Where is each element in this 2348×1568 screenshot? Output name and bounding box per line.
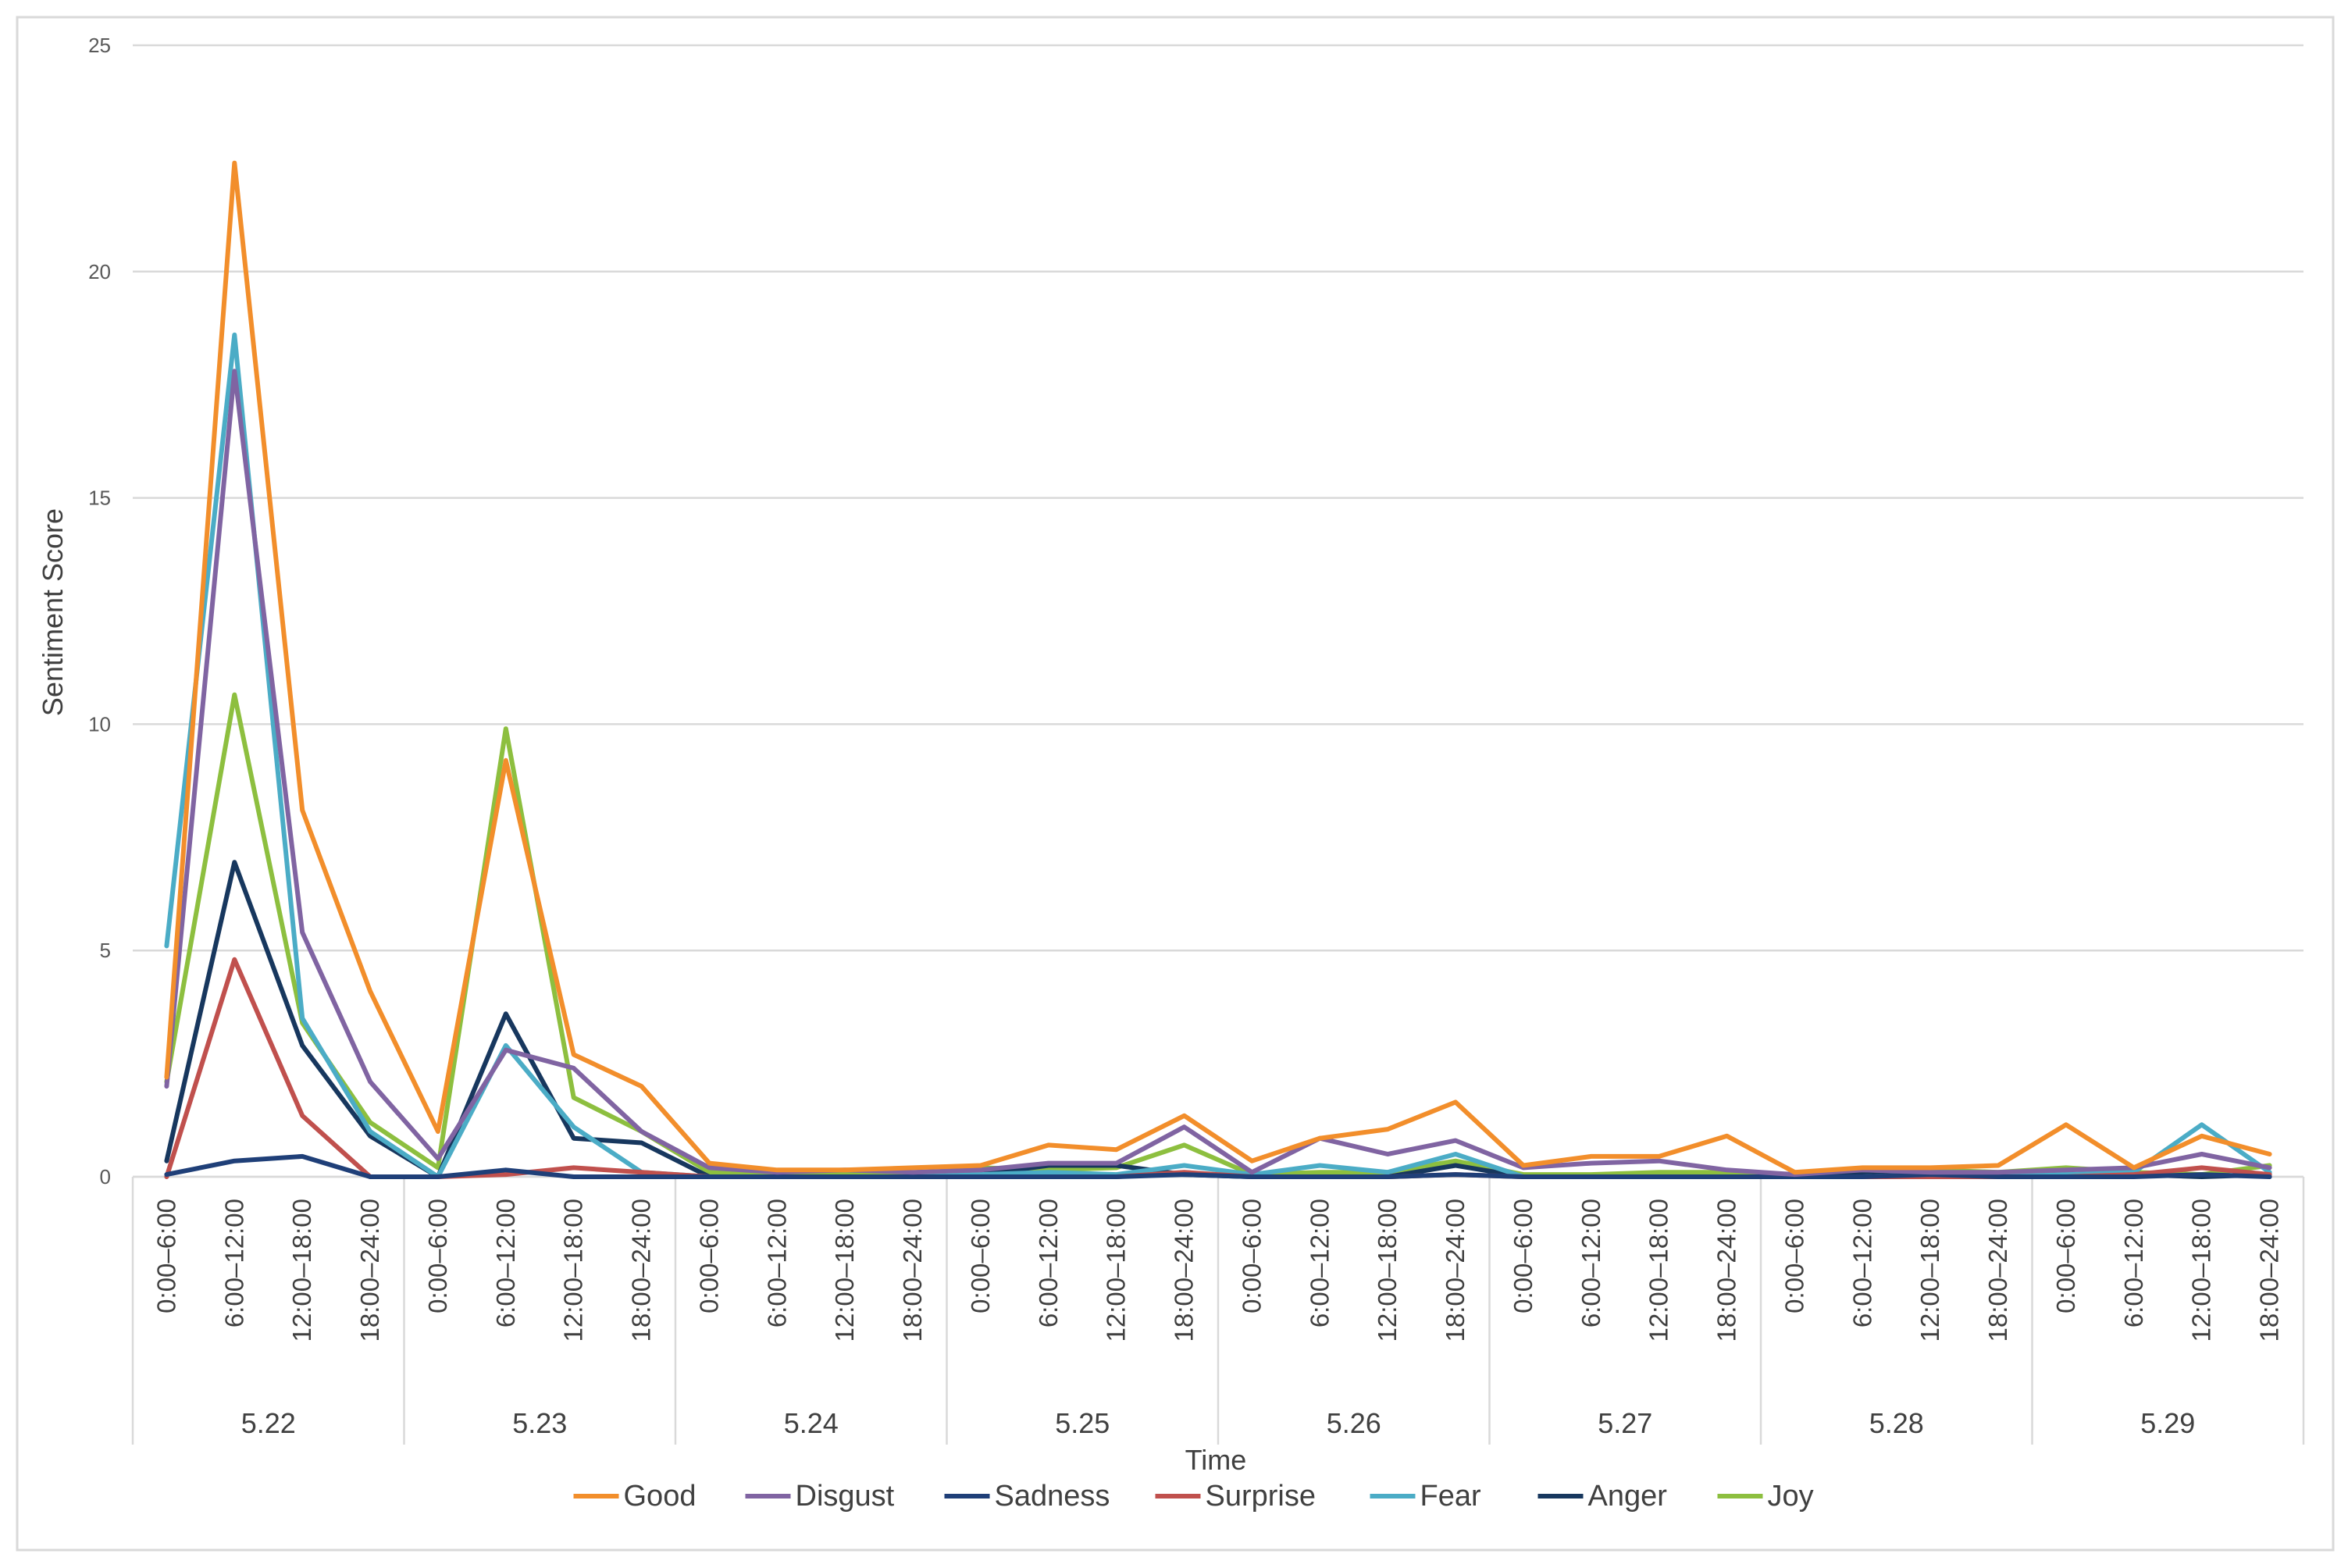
x-tick-label: 18:00–24:00 <box>627 1199 656 1342</box>
x-tick-label: 0:00–6:00 <box>966 1199 995 1313</box>
x-tick-label: 6:00–12:00 <box>1305 1199 1334 1327</box>
x-tick-label: 12:00–18:00 <box>1373 1199 1402 1342</box>
x-tick-label: 0:00–6:00 <box>694 1199 723 1313</box>
x-tick-label: 18:00–24:00 <box>355 1199 384 1342</box>
x-tick-label: 12:00–18:00 <box>287 1199 316 1342</box>
legend-label-good: Good <box>624 1480 697 1513</box>
x-tick-label: 12:00–18:00 <box>2187 1199 2216 1342</box>
x-tick-label: 12:00–18:00 <box>830 1199 859 1342</box>
y-axis: 0 5 10 15 20 25 <box>88 34 111 1188</box>
x-tick-label: 18:00–24:00 <box>1441 1199 1470 1342</box>
legend-label-surprise: Surprise <box>1206 1480 1317 1513</box>
x-tick-label: 6:00–12:00 <box>762 1199 791 1327</box>
x-tick-label: 18:00–24:00 <box>898 1199 927 1342</box>
x-tick-label: 6:00–12:00 <box>1847 1199 1876 1327</box>
y-axis-title: Sentiment Score <box>37 508 69 716</box>
y-tick-label: 10 <box>88 712 111 736</box>
x-tick-label: 12:00–18:00 <box>1915 1199 1944 1342</box>
legend-label-fear: Fear <box>1420 1480 1481 1513</box>
x-group-label: 5.23 <box>512 1407 567 1439</box>
legend-label-joy: Joy <box>1768 1480 1814 1513</box>
x-tick-label: 0:00–6:00 <box>2051 1199 2080 1313</box>
y-tick-label: 20 <box>88 260 111 283</box>
x-tick-label: 12:00–18:00 <box>1102 1199 1131 1342</box>
x-group-label: 5.22 <box>241 1407 296 1439</box>
series-line-sadness <box>164 1153 2272 1179</box>
x-tick-label: 6:00–12:00 <box>219 1199 248 1327</box>
x-tick-label: 0:00–6:00 <box>423 1199 452 1313</box>
series-lines <box>164 160 2272 1179</box>
x-tick-label: 0:00–6:00 <box>1780 1199 1808 1313</box>
x-axis: 0:00–6:00 6:00–12:00 12:00–18:00 18:00–24:0… <box>131 1175 2305 1445</box>
series-line-good <box>164 160 2272 1175</box>
x-group-label: 5.24 <box>784 1407 839 1439</box>
x-group-label: 5.28 <box>1869 1407 1924 1439</box>
x-tick-label: 0:00–6:00 <box>151 1199 180 1313</box>
x-group-label: 5.26 <box>1327 1407 1381 1439</box>
x-tick-label: 18:00–24:00 <box>1983 1199 2012 1342</box>
x-group-label: 5.25 <box>1055 1407 1110 1439</box>
x-group-label: 5.27 <box>1598 1407 1652 1439</box>
x-axis-title: Time <box>1185 1444 1247 1476</box>
x-tick-label: 18:00–24:00 <box>2255 1199 2284 1342</box>
x-tick-label: 6:00–12:00 <box>1577 1199 1605 1327</box>
x-tick-label: 12:00–18:00 <box>1644 1199 1673 1342</box>
y-tick-label: 5 <box>100 939 111 962</box>
x-tick-label: 0:00–6:00 <box>1509 1199 1537 1313</box>
x-group-label: 5.29 <box>2140 1407 2195 1439</box>
legend-label-anger: Anger <box>1588 1480 1668 1513</box>
x-tick-label: 6:00–12:00 <box>1034 1199 1063 1327</box>
y-tick-label: 15 <box>88 486 111 510</box>
x-tick-label: 6:00–12:00 <box>491 1199 520 1327</box>
legend: Good Disgust Sadness Surprise Fear Anger Joy <box>573 1480 1814 1513</box>
x-tick-label: 0:00–6:00 <box>1237 1199 1266 1313</box>
x-tick-label: 6:00–12:00 <box>2119 1199 2148 1327</box>
series-line-disgust <box>164 369 2272 1178</box>
x-tick-label: 12:00–18:00 <box>559 1199 588 1342</box>
x-tick-label: 18:00–24:00 <box>1712 1199 1741 1342</box>
y-tick-label: 25 <box>88 34 111 57</box>
y-tick-label: 0 <box>100 1165 111 1188</box>
legend-label-sadness: Sadness <box>995 1480 1110 1513</box>
x-tick-label: 18:00–24:00 <box>1170 1199 1199 1342</box>
legend-label-disgust: Disgust <box>796 1480 895 1513</box>
